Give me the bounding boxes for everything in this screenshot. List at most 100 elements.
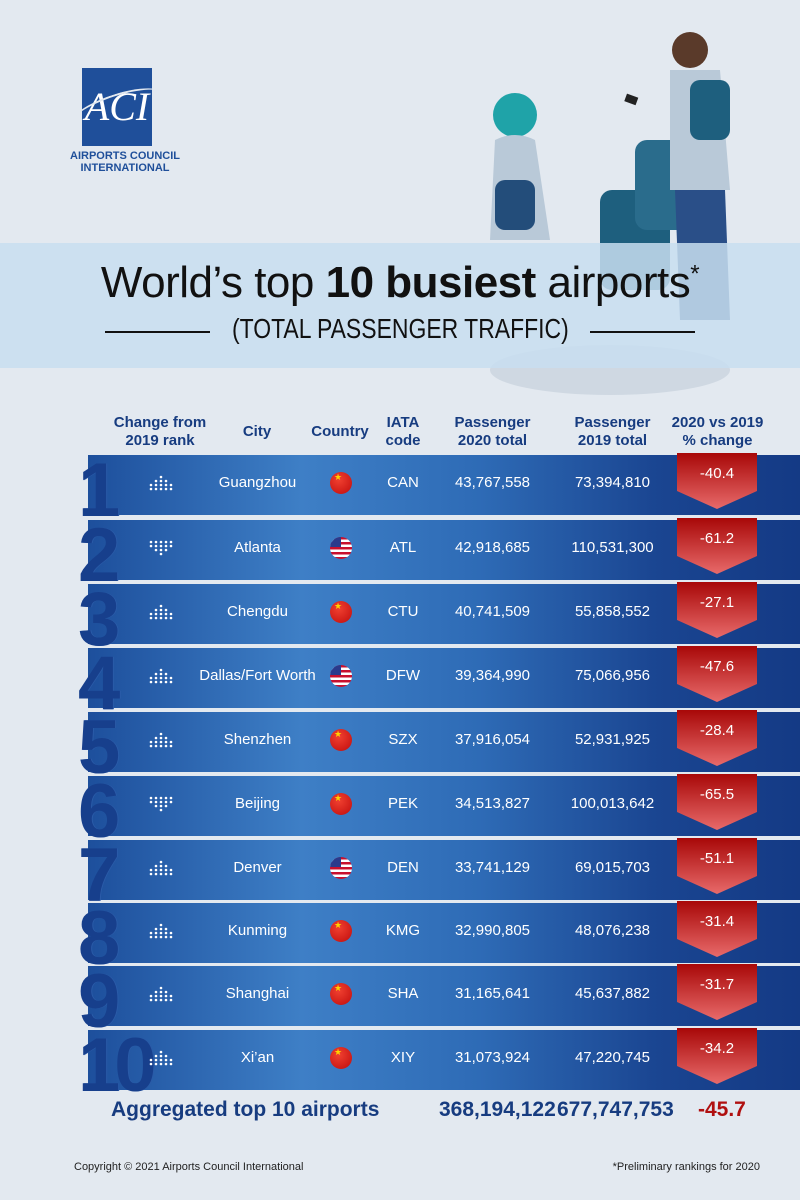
passengers-2019: 110,531,300 [571,539,654,556]
city: Dallas/Fort Worth [199,667,316,684]
pct-change-badge: -31.4 [677,901,757,957]
usa-flag-icon [330,537,352,559]
china-flag-icon [330,601,352,623]
passengers-2019: 45,637,882 [574,985,651,1002]
passengers-2020: 32,990,805 [454,922,531,939]
iata-code: KMG [385,922,421,939]
pct-change-badge: -27.1 [677,582,757,638]
header-country: Country [311,423,369,440]
header-city: City [242,423,272,440]
table-row: 5 Shenzhen SZX 37,916,054 52,931,925 -28… [0,705,800,790]
iata-code: DEN [387,859,419,876]
passengers-2020: 40,741,509 [454,603,531,620]
aggregate-p2020: 368,194,122 [439,1098,556,1121]
pct-change-badge: -34.2 [677,1028,757,1084]
iata-code: PEK [387,795,418,812]
passengers-2020: 39,364,990 [454,667,531,684]
iata-code: CAN [387,474,419,491]
table-row: 9 Shanghai SHA 31,165,641 45,637,882 -31… [0,959,800,1044]
passengers-2019: 48,076,238 [574,922,651,939]
rank-number: 10 [78,1023,157,1108]
city: Guangzhou [218,474,297,491]
city: Xi’an [240,1049,275,1066]
pct-change: -31.7 [699,976,735,993]
china-flag-icon [330,729,352,751]
title-banner [0,243,800,368]
aggregate-label: Aggregated top 10 airports [111,1098,380,1121]
iata-code: SHA [387,985,419,1002]
passengers-2019: 73,394,810 [574,474,651,491]
rank-up-icon [149,986,173,1002]
iata-code: ATL [389,539,417,556]
down-arrow-badge-icon [677,901,757,957]
down-arrow-badge-icon [677,453,757,509]
passengers-2020: 31,165,641 [454,985,531,1002]
down-arrow-badge-icon [677,838,757,894]
table-row: 8 Kunming KMG 32,990,805 48,076,238 -31.… [0,896,800,981]
header-p2019: Passenger 2019 total [574,414,651,449]
rank-up-icon [149,1050,173,1066]
city: Chengdu [227,603,288,620]
header-change: Change from 2019 rank [113,414,207,449]
page-title: World’s top 10 busiest airports* [100,258,700,307]
passengers-2019: 47,220,745 [574,1049,651,1066]
down-arrow-badge-icon [677,710,757,766]
china-flag-icon [330,983,352,1005]
rank-up-icon [149,475,173,491]
rank-down-icon [149,796,173,812]
iata-code: DFW [385,667,421,684]
down-arrow-badge-icon [677,774,757,830]
page-subtitle: (TOTAL PASSENGER TRAFFIC) [231,313,569,344]
china-flag-icon [330,920,352,942]
rank-number: 9 [78,959,120,1044]
rank-down-icon [149,540,173,556]
passengers-2020: 37,916,054 [454,731,531,748]
passengers-2019: 100,013,642 [570,795,655,812]
pct-change-badge: -47.6 [677,646,757,702]
pct-change-badge: -65.5 [677,774,757,830]
table-row: 4 Dallas/Fort Worth DFW 39,364,990 75,06… [0,641,800,726]
pct-change-badge: -51.1 [677,838,757,894]
iata-code: XIY [390,1049,416,1066]
table-row: 1 Guangzhou CAN 43,767,558 73,394,810 -4… [0,448,800,533]
pct-change: -28.4 [699,722,735,739]
down-arrow-badge-icon [677,582,757,638]
table-row: 10 Xi’an XIY 31,073,924 47,220,745 -34.2 [0,1023,800,1108]
rank-number: 2 [78,513,120,598]
copyright: Copyright © 2021 Airports Council Intern… [74,1161,304,1173]
pct-change-badge: -61.2 [677,518,757,574]
header-pct: 2020 vs 2019% change [671,414,764,449]
rank-up-icon [149,604,173,620]
usa-flag-icon [330,665,352,687]
pct-change: -65.5 [699,786,735,803]
iata-code: CTU [387,603,419,620]
aggregate-pct: -45.7 [698,1098,746,1121]
down-arrow-badge-icon [677,646,757,702]
header-iata: IATA code [385,414,421,449]
pct-change: -40.4 [699,465,735,482]
rank-number: 5 [78,705,120,790]
footnote: *Preliminary rankings for 2020 [612,1161,760,1173]
pct-change-badge: -28.4 [677,710,757,766]
rank-up-icon [149,860,173,876]
city: Kunming [227,922,288,939]
passengers-2020: 34,513,827 [454,795,531,812]
down-arrow-badge-icon [677,1028,757,1084]
title-rule-right [590,331,695,333]
city: Atlanta [234,539,281,556]
rank-up-icon [149,732,173,748]
rank-up-icon [149,668,173,684]
passengers-2019: 55,858,552 [574,603,651,620]
pct-change: -34.2 [699,1040,735,1057]
passengers-2019: 69,015,703 [574,859,651,876]
rank-number: 1 [78,448,120,533]
passengers-2020: 33,741,129 [454,859,531,876]
aggregate-p2019: 677,747,753 [557,1098,674,1121]
aci-logo: ACI AIRPORTS COUNCIL INTERNATIONAL [65,68,180,174]
pct-change: -61.2 [699,530,735,547]
pct-change: -27.1 [699,594,735,611]
table-row: 6 Beijing PEK 34,513,827 100,013,642 -65… [0,769,800,854]
passengers-2019: 52,931,925 [574,731,651,748]
china-flag-icon [330,793,352,815]
rank-number: 4 [78,641,120,726]
